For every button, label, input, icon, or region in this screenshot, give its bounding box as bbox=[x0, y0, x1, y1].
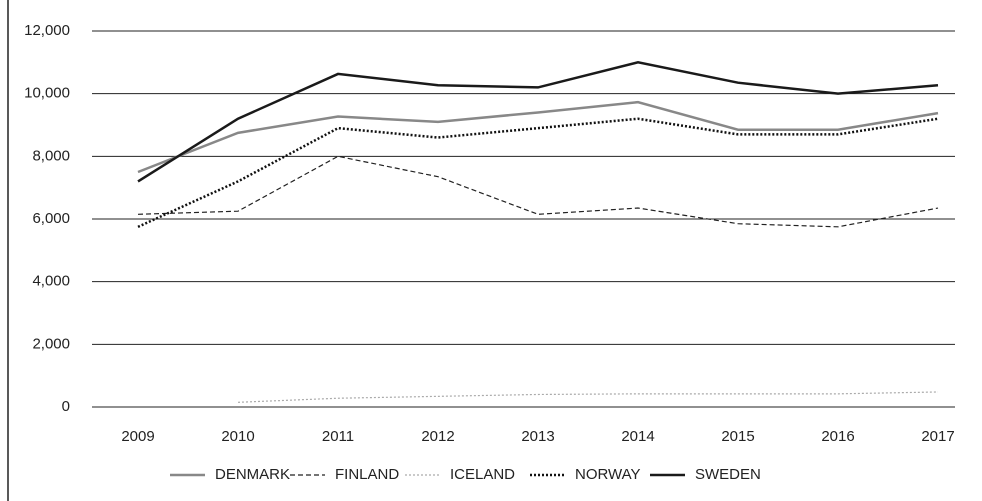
y-tick-label: 12,000 bbox=[24, 22, 70, 39]
x-tick-label: 2015 bbox=[721, 428, 754, 445]
x-tick-label: 2012 bbox=[421, 428, 454, 445]
y-tick-label: 8,000 bbox=[32, 147, 70, 164]
legend-label: FINLAND bbox=[335, 466, 399, 483]
legend-label: DENMARK bbox=[215, 466, 290, 483]
x-tick-label: 2009 bbox=[121, 428, 154, 445]
x-tick-label: 2016 bbox=[821, 428, 854, 445]
y-tick-label: 2,000 bbox=[32, 335, 70, 352]
x-tick-label: 2013 bbox=[521, 428, 554, 445]
y-tick-label: 4,000 bbox=[32, 273, 70, 290]
x-tick-label: 2014 bbox=[621, 428, 654, 445]
x-tick-label: 2010 bbox=[221, 428, 254, 445]
legend-label: SWEDEN bbox=[695, 466, 761, 483]
series-line bbox=[237, 391, 939, 403]
series-line bbox=[137, 100, 939, 174]
series-line bbox=[137, 155, 939, 228]
series-line bbox=[137, 61, 939, 183]
y-tick-label: 10,000 bbox=[24, 85, 70, 102]
legend-label: ICELAND bbox=[450, 466, 515, 483]
y-tick-label: 6,000 bbox=[32, 210, 70, 227]
y-tick-label: 0 bbox=[62, 398, 70, 415]
x-tick-label: 2011 bbox=[322, 428, 354, 445]
legend-label: NORWAY bbox=[575, 466, 641, 483]
x-tick-label: 2017 bbox=[921, 428, 954, 445]
series-line bbox=[137, 117, 939, 228]
